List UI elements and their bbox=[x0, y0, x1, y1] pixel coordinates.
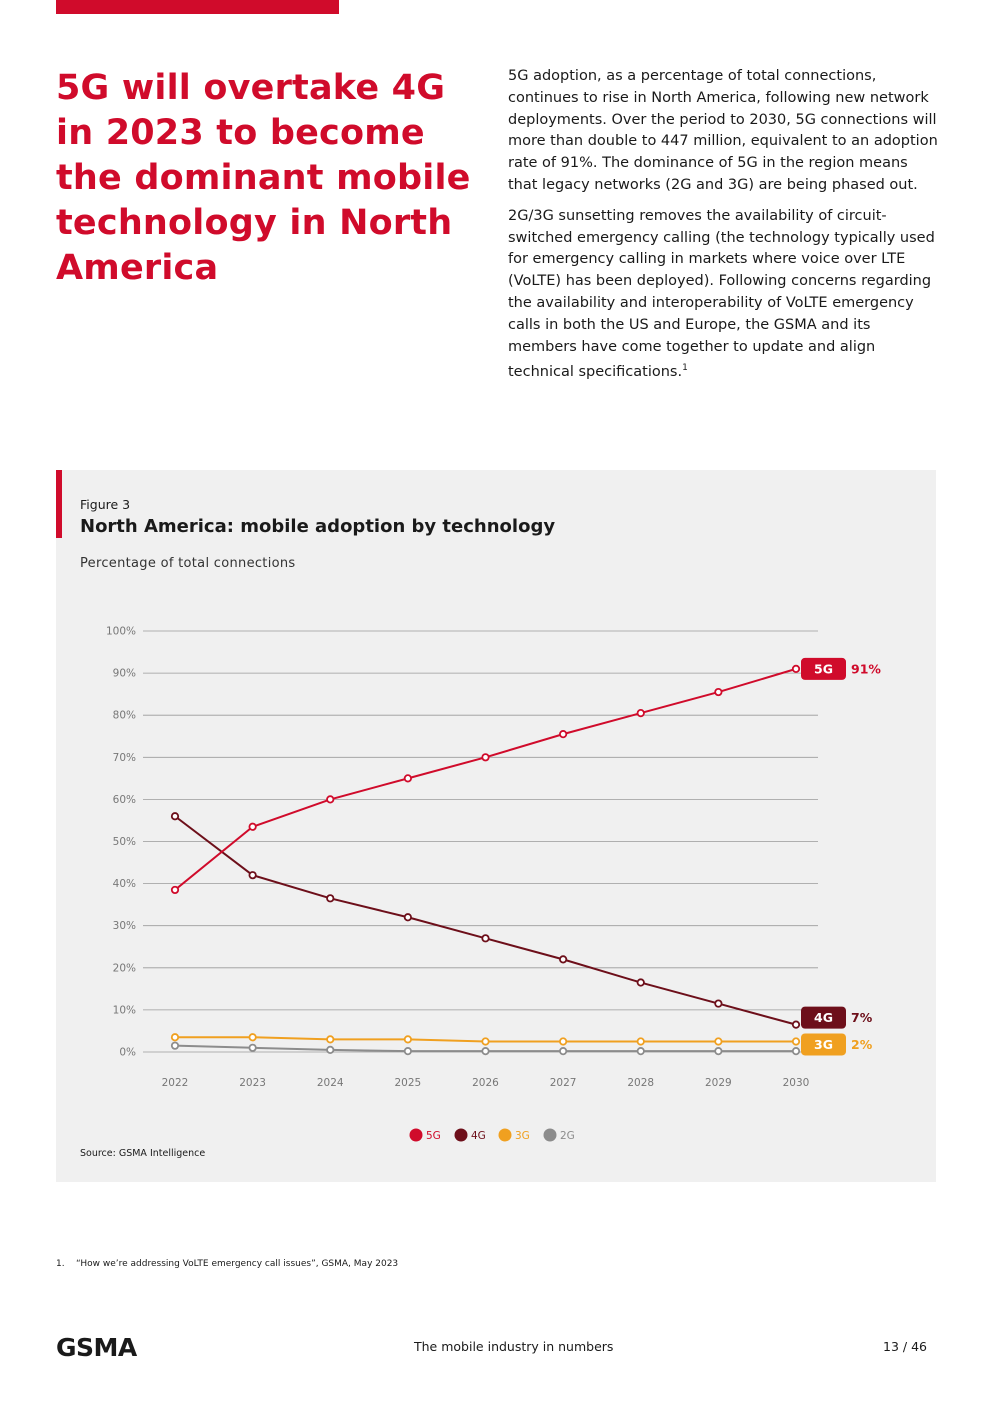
data-point-2G-2022 bbox=[170, 1041, 180, 1050]
data-point-2G-2024 bbox=[326, 1045, 335, 1054]
figure-source: Source: GSMA Intelligence bbox=[80, 1148, 206, 1159]
x-tick-label-2029: 2029 bbox=[705, 1077, 732, 1089]
body-paragraph-1: 5G adoption, as a percentage of total co… bbox=[508, 68, 938, 193]
data-point-2G-2028 bbox=[636, 1047, 645, 1056]
data-point-5G-2029 bbox=[714, 687, 723, 697]
legend-label-3G: 3G bbox=[515, 1130, 530, 1142]
legend-marker-2G bbox=[543, 1128, 557, 1142]
end-value-label-5G: 91% bbox=[851, 661, 881, 676]
data-point-4G-2022 bbox=[170, 812, 180, 821]
data-point-4G-2026 bbox=[481, 934, 490, 943]
end-badge-4G bbox=[801, 1006, 846, 1029]
gsma-logo-text: GSMA bbox=[56, 1334, 138, 1360]
data-point-5G-2022 bbox=[170, 885, 180, 895]
data-point-5G-2024 bbox=[326, 795, 335, 804]
data-point-5G-2030 bbox=[791, 664, 801, 673]
figure-panel bbox=[56, 470, 936, 1182]
x-tick-label-2025: 2025 bbox=[395, 1077, 422, 1089]
end-badge-5G bbox=[801, 657, 846, 680]
data-point-4G-2024 bbox=[326, 894, 335, 903]
data-point-4G-2029 bbox=[714, 999, 723, 1008]
data-point-5G-2025 bbox=[403, 774, 412, 783]
footnote: 1. “How we’re addressing VoLTE emergency … bbox=[56, 1259, 398, 1269]
footnote-number: 1. bbox=[56, 1259, 65, 1269]
end-value-label-4G: 7% bbox=[851, 1010, 873, 1025]
figure-label: Figure 3 bbox=[80, 497, 131, 512]
legend-marker-3G bbox=[498, 1128, 512, 1142]
data-point-3G-2028 bbox=[636, 1037, 645, 1046]
figure-accent-bar bbox=[56, 470, 62, 538]
x-tick-label-2026: 2026 bbox=[472, 1077, 499, 1089]
data-point-3G-2024 bbox=[326, 1035, 335, 1044]
data-point-4G-2027 bbox=[559, 955, 568, 964]
data-point-2G-2027 bbox=[559, 1047, 568, 1056]
data-point-5G-2027 bbox=[559, 730, 568, 739]
data-point-3G-2026 bbox=[481, 1037, 490, 1046]
y-tick-label-100: 100% bbox=[106, 626, 136, 638]
x-tick-label-2028: 2028 bbox=[627, 1077, 654, 1089]
legend-marker-5G bbox=[409, 1128, 423, 1142]
y-tick-label-60: 60% bbox=[113, 794, 136, 806]
legend-label-4G: 4G bbox=[471, 1130, 486, 1142]
data-point-5G-2026 bbox=[481, 753, 490, 762]
legend-marker-4G bbox=[454, 1128, 468, 1142]
x-tick-label-2024: 2024 bbox=[317, 1077, 344, 1089]
end-value-label-3G: 2% bbox=[851, 1037, 873, 1052]
data-point-4G-2025 bbox=[403, 913, 412, 922]
y-tick-label-20: 20% bbox=[113, 962, 136, 974]
data-point-2G-2025 bbox=[403, 1047, 412, 1056]
data-point-3G-2029 bbox=[714, 1037, 723, 1046]
data-point-4G-2028 bbox=[636, 978, 645, 987]
end-badge-text-5G: 5G bbox=[814, 661, 833, 676]
x-tick-label-2027: 2027 bbox=[550, 1077, 577, 1089]
data-point-2G-2029 bbox=[714, 1047, 723, 1056]
end-badge-3G bbox=[801, 1033, 846, 1056]
data-point-2G-2030 bbox=[791, 1047, 801, 1056]
legend-label-5G: 5G bbox=[426, 1130, 441, 1142]
figure-subtitle: Percentage of total connections bbox=[80, 556, 296, 571]
data-point-3G-2027 bbox=[559, 1037, 568, 1046]
footnote-text: “How we’re addressing VoLTE emergency ca… bbox=[76, 1259, 399, 1269]
gsma-logo: GSMA bbox=[56, 1334, 138, 1360]
y-tick-label-0: 0% bbox=[119, 1047, 136, 1059]
y-tick-label-70: 70% bbox=[113, 752, 136, 764]
y-tick-label-90: 90% bbox=[113, 668, 136, 680]
y-tick-label-10: 10% bbox=[113, 1004, 136, 1016]
x-tick-label-2030: 2030 bbox=[783, 1077, 810, 1089]
footnote-reference[interactable]: 1 bbox=[682, 363, 688, 374]
data-point-5G-2023 bbox=[248, 822, 257, 831]
data-point-3G-2023 bbox=[248, 1033, 257, 1042]
body-text: 5G adoption, as a percentage of total co… bbox=[508, 66, 940, 393]
data-point-3G-2022 bbox=[170, 1033, 180, 1042]
footer-publication-title: The mobile industry in numbers bbox=[414, 1339, 614, 1354]
legend-label-2G: 2G bbox=[560, 1130, 575, 1142]
end-badge-text-3G: 3G bbox=[814, 1037, 833, 1052]
y-tick-label-80: 80% bbox=[113, 710, 136, 722]
y-tick-label-30: 30% bbox=[113, 920, 136, 932]
data-point-5G-2028 bbox=[636, 708, 645, 718]
series-line-5G bbox=[174, 667, 797, 891]
top-accent-bar bbox=[56, 0, 339, 14]
series-line-4G bbox=[174, 815, 797, 1026]
body-paragraph-2-text: 2G/3G sunsetting removes the availabilit… bbox=[508, 207, 935, 381]
data-point-3G-2030 bbox=[791, 1037, 801, 1046]
page-number: 13 / 46 bbox=[883, 1339, 927, 1354]
body-paragraph-2: 2G/3G sunsetting removes the availabilit… bbox=[508, 206, 940, 384]
data-point-4G-2023 bbox=[248, 871, 257, 880]
x-tick-label-2022: 2022 bbox=[162, 1077, 189, 1089]
data-point-2G-2023 bbox=[248, 1043, 257, 1052]
data-point-3G-2025 bbox=[403, 1035, 412, 1044]
page-headline: 5G will overtake 4G in 2023 to become th… bbox=[56, 68, 471, 288]
end-badge-text-4G: 4G bbox=[814, 1010, 833, 1025]
y-tick-label-50: 50% bbox=[113, 836, 136, 848]
data-point-2G-2026 bbox=[481, 1047, 490, 1056]
x-tick-label-2023: 2023 bbox=[239, 1077, 266, 1089]
data-point-4G-2030 bbox=[791, 1020, 801, 1029]
figure-title: North America: mobile adoption by techno… bbox=[80, 516, 556, 537]
y-tick-label-40: 40% bbox=[113, 878, 136, 890]
